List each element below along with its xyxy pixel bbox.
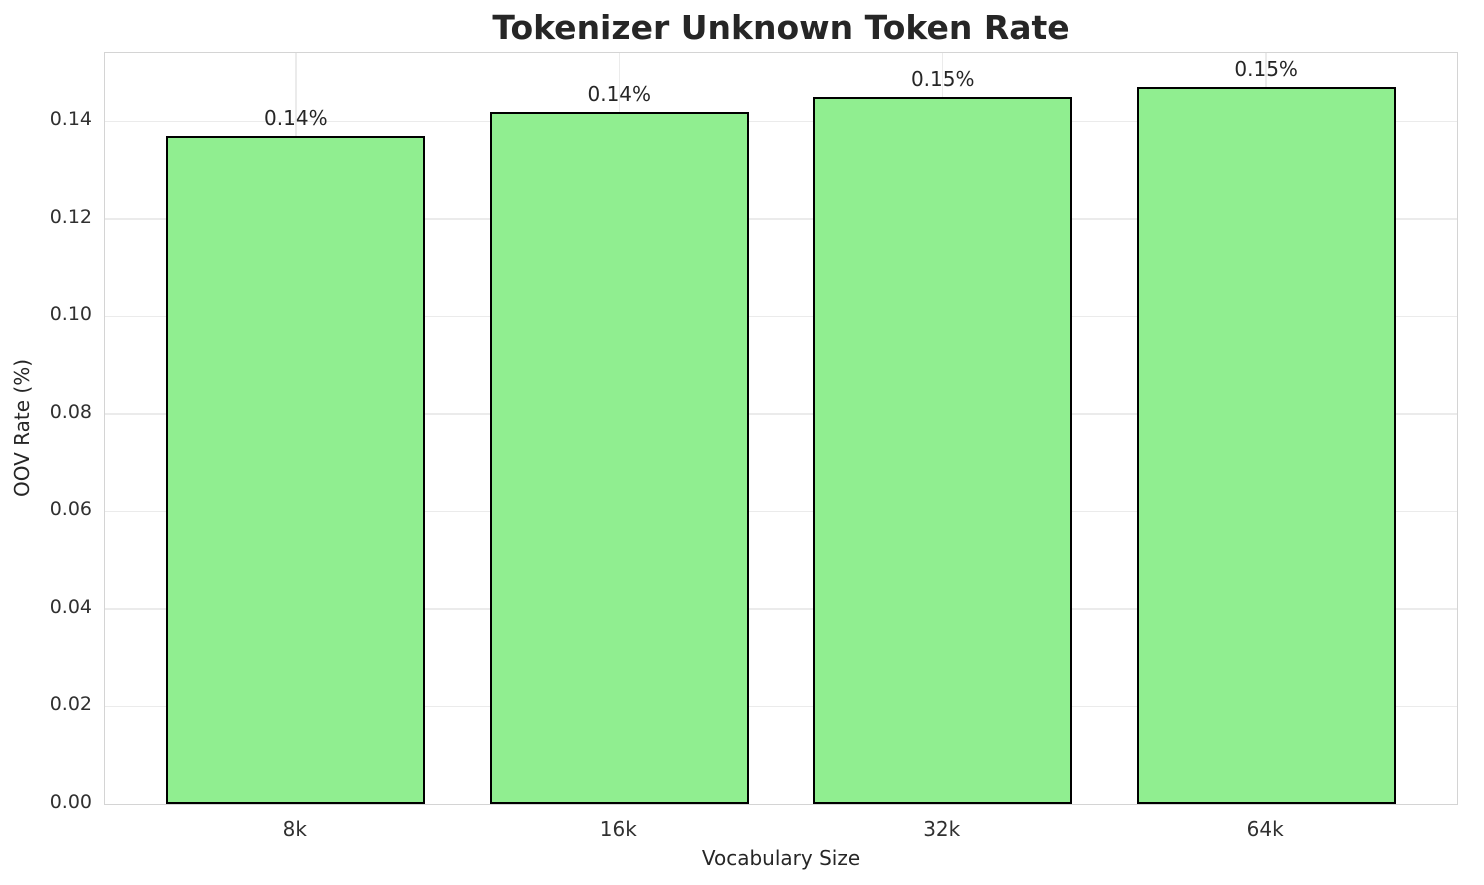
bar: [813, 96, 1073, 804]
y-tick-label: 0.10: [49, 303, 92, 326]
x-tick-label: 16k: [599, 817, 637, 841]
horizontal-gridline: [105, 608, 1457, 610]
bar: [166, 135, 426, 804]
x-axis-label: Vocabulary Size: [701, 846, 861, 870]
bar-value-label: 0.15%: [910, 66, 975, 91]
y-axis-label: OOV Rate (%): [10, 359, 34, 497]
plot-area: 0.14% 0.14% 0.15% 0.15%: [104, 52, 1458, 805]
bar-value-label: 0.15%: [1234, 57, 1298, 82]
y-tick-label: 0.06: [49, 498, 92, 521]
horizontal-gridline: [105, 705, 1457, 708]
horizontal-gridline: [105, 120, 1457, 123]
horizontal-gridline: [105, 510, 1457, 513]
horizontal-gridline: [105, 218, 1457, 220]
y-tick-label: 0.08: [49, 400, 92, 423]
y-tick-label: 0.14: [49, 108, 92, 131]
x-tick-label: 8k: [282, 817, 307, 841]
chart-title: Tokenizer Unknown Token Rate: [492, 8, 1070, 47]
y-tick-label: 0.00: [49, 791, 92, 813]
horizontal-gridline: [105, 413, 1457, 415]
x-tick-label: 64k: [1246, 817, 1284, 841]
bar: [489, 111, 749, 804]
x-tick-label: 32k: [923, 817, 961, 841]
bar: [1136, 87, 1396, 804]
bar-value-label: 0.14%: [587, 81, 652, 106]
horizontal-gridline: [105, 315, 1457, 318]
y-tick-label: 0.04: [49, 595, 92, 618]
y-tick-label: 0.12: [49, 205, 92, 228]
y-tick-label: 0.02: [49, 693, 92, 716]
bar-value-label: 0.14%: [264, 105, 328, 130]
